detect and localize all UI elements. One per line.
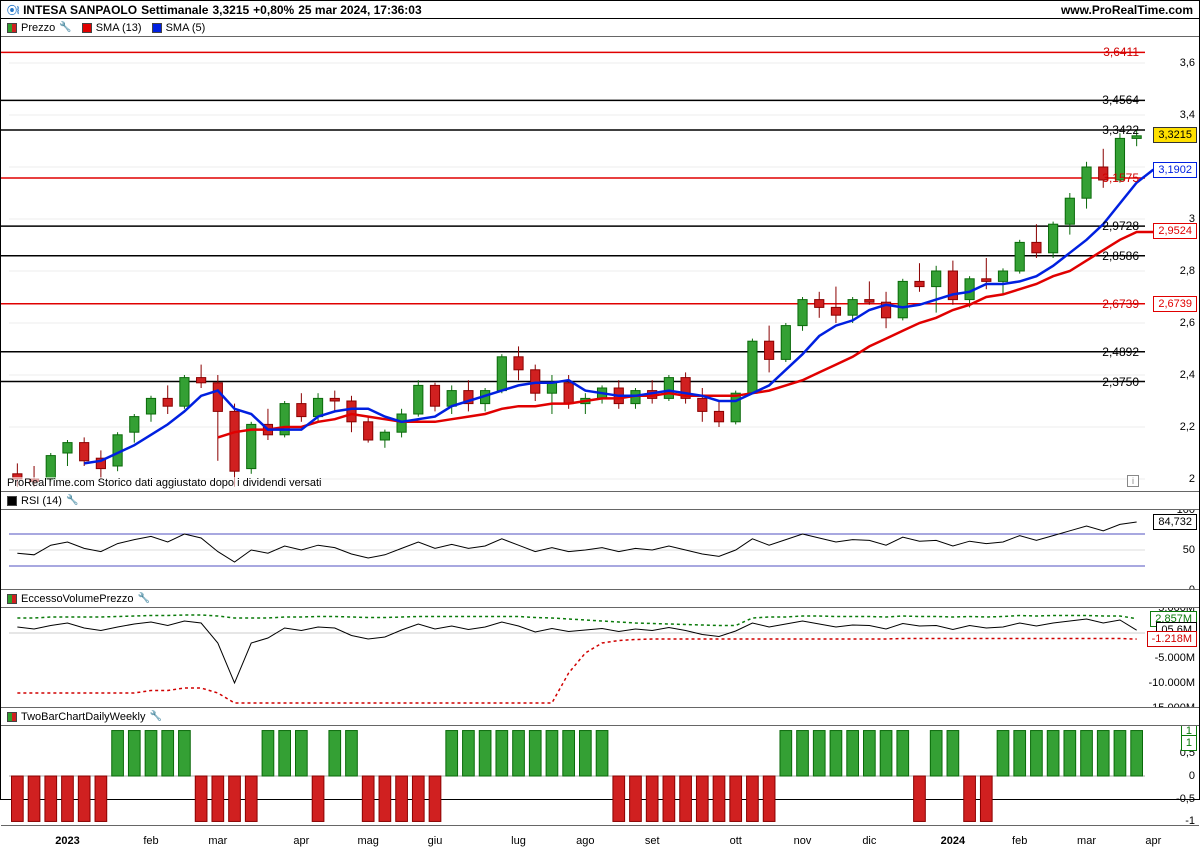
x-tick-label: feb <box>143 835 158 847</box>
x-tick-label: feb <box>1012 835 1027 847</box>
y-tick-label: -10.000M <box>1149 677 1195 689</box>
hline-label: 3,3422 <box>1102 123 1139 137</box>
value-tag: 84,732 <box>1153 514 1197 530</box>
y-tick-label: -5.000M <box>1155 652 1195 664</box>
vol-panel[interactable]: -15.000M-10.000M-5.000M05.000M2.857M05.6… <box>1 608 1199 708</box>
rsi-legend-label: RSI (14) <box>21 495 62 507</box>
x-tick-label: ott <box>730 835 742 847</box>
two-panel[interactable]: -1-0,500,5111 <box>1 726 1199 826</box>
rsi-legend: RSI (14) 🔧 <box>1 492 1199 510</box>
value-tag: 2,6739 <box>1153 296 1197 312</box>
x-tick-label: 2023 <box>55 835 79 847</box>
price-footnote: ProRealTime.com Storico dati aggiustato … <box>7 477 321 489</box>
time-axis: 2023 feb mar apr mag giu lug ago set ott nov dic 202… <box>1 826 1199 850</box>
x-tick-label: giu <box>428 835 443 847</box>
last-price: 3,3215 <box>212 3 249 17</box>
hline-label: 2,9728 <box>1102 219 1139 233</box>
y-tick-label: 3,6 <box>1180 57 1195 69</box>
y-tick-label: 3,4 <box>1180 109 1195 121</box>
settings-icon[interactable]: 🔧 <box>59 22 71 33</box>
y-tick-label: 0 <box>1189 770 1195 782</box>
sma5-legend-label: SMA (5) <box>166 22 206 34</box>
sma13-legend-label: SMA (13) <box>96 22 142 34</box>
y-tick-label: 50 <box>1183 544 1195 556</box>
y-tick-label: 2,6 <box>1180 317 1195 329</box>
rsi-swatch-icon <box>7 496 17 506</box>
x-tick-label: mag <box>357 835 378 847</box>
y-tick-label: -1 <box>1185 815 1195 826</box>
price-panel[interactable]: ProRealTime.com Storico dati aggiustato … <box>1 37 1199 492</box>
sma13-swatch-icon <box>82 23 92 33</box>
app-logo-icon: ⦿⦚ <box>7 2 19 17</box>
chart-header: ⦿⦚ INTESA SANPAOLO Settimanale 3,3215 +0… <box>1 1 1199 19</box>
rsi-panel[interactable]: 05010084,732 <box>1 510 1199 590</box>
value-tag: 3,1902 <box>1153 162 1197 178</box>
vol-swatch-icon <box>7 594 17 604</box>
x-tick-label: mar <box>208 835 227 847</box>
info-icon[interactable]: i <box>1127 475 1139 487</box>
x-tick-label: lug <box>511 835 526 847</box>
y-tick-label: 2,8 <box>1180 265 1195 277</box>
two-legend: TwoBarChartDailyWeekly 🔧 <box>1 708 1199 726</box>
y-tick-label: 2,2 <box>1180 421 1195 433</box>
two-swatch-icon <box>7 712 17 722</box>
timeframe: Settimanale <box>141 3 208 17</box>
watermark-text: www.ProRealTime.com <box>1061 3 1193 17</box>
settings-icon[interactable]: 🔧 <box>138 593 150 604</box>
vol-legend: EccessoVolumePrezzo 🔧 <box>1 590 1199 608</box>
hline-label: 3,4564 <box>1102 93 1139 107</box>
hline-label: 2,4892 <box>1102 345 1139 359</box>
y-tick-label: -0,5 <box>1176 793 1195 805</box>
hline-label: 2,6739 <box>1102 297 1139 311</box>
x-tick-label: set <box>645 835 660 847</box>
datetime: 25 mar 2024, 17:36:03 <box>298 3 421 17</box>
y-tick-label: 2 <box>1189 473 1195 485</box>
price-swatch-icon <box>7 23 17 33</box>
two-legend-label: TwoBarChartDailyWeekly <box>21 711 146 723</box>
x-tick-label: apr <box>293 835 309 847</box>
hline-label: 2,3750 <box>1102 375 1139 389</box>
x-tick-label: dic <box>862 835 876 847</box>
x-tick-label: ago <box>576 835 594 847</box>
value-tag: 3,3215 <box>1153 127 1197 143</box>
x-tick-label: apr <box>1145 835 1161 847</box>
x-tick-label: 2024 <box>941 835 965 847</box>
symbol-name: INTESA SANPAOLO <box>23 3 137 17</box>
value-tag: -1.218M <box>1147 631 1197 647</box>
value-tag: 2,9524 <box>1153 223 1197 239</box>
vol-legend-label: EccessoVolumePrezzo <box>21 593 134 605</box>
settings-icon[interactable]: 🔧 <box>150 711 162 722</box>
x-tick-label: nov <box>794 835 812 847</box>
settings-icon[interactable]: 🔧 <box>66 495 78 506</box>
hline-label: 3,6411 <box>1103 45 1139 59</box>
x-tick-label: mar <box>1077 835 1096 847</box>
value-tag: 1 <box>1181 735 1197 751</box>
price-legend: Prezzo 🔧 SMA (13) SMA (5) <box>1 19 1199 37</box>
change-pct: +0,80% <box>253 3 294 17</box>
hline-label: 3,1575 <box>1102 171 1139 185</box>
price-legend-label: Prezzo <box>21 22 55 34</box>
hline-label: 2,8586 <box>1102 249 1139 263</box>
sma5-swatch-icon <box>152 23 162 33</box>
y-tick-label: 2,4 <box>1180 369 1195 381</box>
